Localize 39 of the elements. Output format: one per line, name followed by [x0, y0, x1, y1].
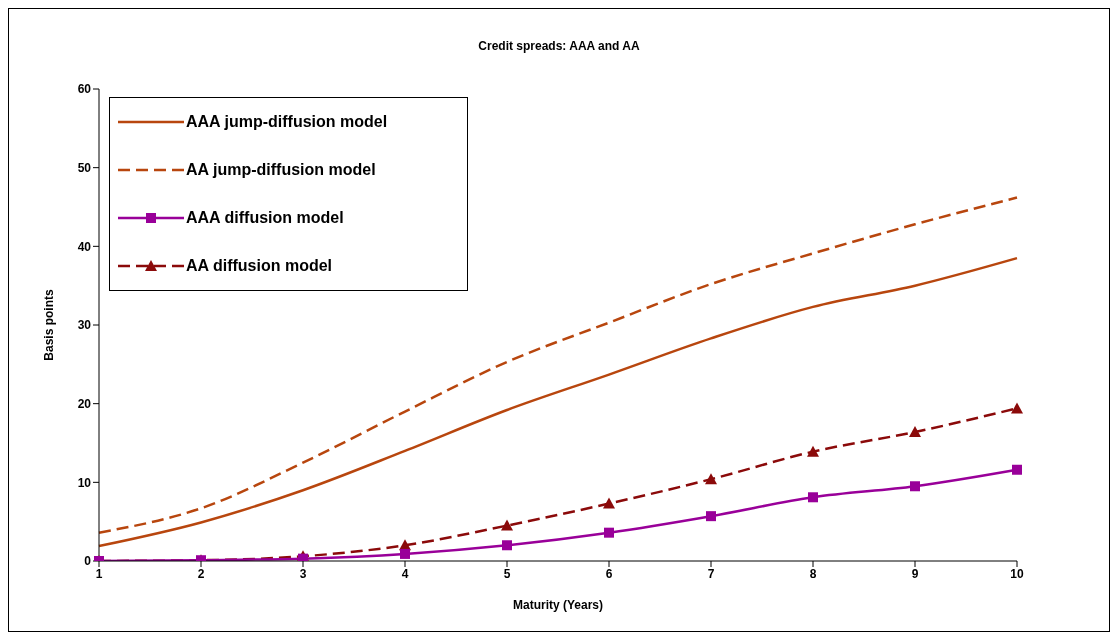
- x-axis-title: Maturity (Years): [512, 598, 604, 612]
- point: [400, 548, 410, 559]
- x-tick-label: 1: [95, 566, 103, 581]
- line-series: [97, 196, 1019, 534]
- x-tick-label: 7: [707, 566, 715, 581]
- x-tick-label: 9: [911, 566, 919, 581]
- y-tick-label: 10: [77, 475, 92, 490]
- y-tick-label: 40: [77, 239, 92, 254]
- point: [603, 497, 615, 509]
- x-tick-label: 10: [1010, 566, 1024, 581]
- point: [909, 425, 921, 437]
- point: [604, 527, 614, 538]
- point: [501, 519, 513, 531]
- x-tick-label: 8: [809, 566, 817, 581]
- x-tick-label: 6: [605, 566, 613, 581]
- legend-label: AA diffusion model: [186, 257, 333, 275]
- point: [502, 540, 512, 551]
- x-tick-label: 4: [401, 566, 409, 581]
- x-tick-label: 3: [299, 566, 307, 581]
- point: [1011, 402, 1023, 414]
- x-tick-label: 2: [197, 566, 205, 581]
- x-tick-label: 5: [503, 566, 511, 581]
- legend-label: AAA diffusion model: [186, 209, 344, 227]
- point: [705, 473, 717, 485]
- y-tick-label: 50: [77, 160, 92, 175]
- point: [807, 445, 819, 457]
- y-tick-label: 20: [77, 396, 92, 411]
- y-tick-label: 0: [84, 554, 92, 569]
- point: [706, 511, 716, 522]
- y-tick-label: 30: [77, 318, 92, 333]
- line-series: [97, 256, 1019, 548]
- point: [808, 492, 818, 503]
- point: [910, 481, 920, 492]
- y-axis-title: Basis points: [42, 289, 57, 361]
- legend-label: AAA jump-diffusion model: [186, 113, 388, 131]
- chart-title: Credit spreads: AAA and AA: [477, 39, 641, 53]
- point: [1012, 464, 1022, 475]
- legend-label: AA jump-diffusion model: [186, 161, 376, 179]
- y-tick-label: 60: [77, 82, 92, 97]
